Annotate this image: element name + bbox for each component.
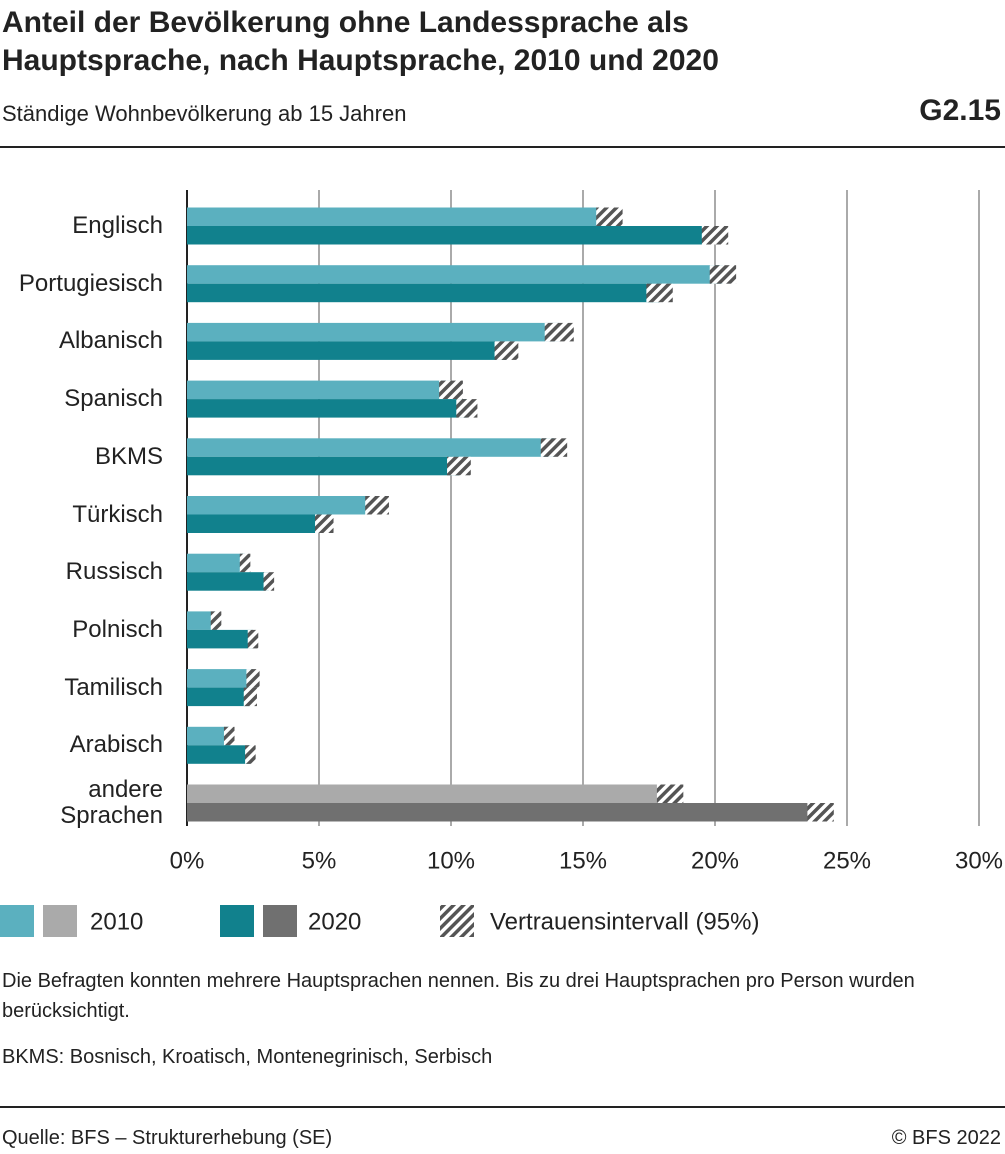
bar [187, 687, 251, 707]
error-band [439, 380, 463, 400]
category-label: Englisch [72, 212, 163, 239]
source: Quelle: BFS – Strukturerhebung (SE) [2, 1127, 333, 1149]
bar [187, 496, 378, 515]
error-band [365, 496, 389, 515]
bar [187, 803, 821, 822]
error-band [447, 456, 471, 476]
x-tick-label: 10% [427, 847, 475, 874]
category-label: Arabisch [69, 731, 163, 759]
bar [187, 341, 507, 360]
x-tick-label: 15% [559, 847, 607, 874]
legend-swatch [43, 905, 77, 937]
error-band [247, 629, 259, 649]
error-band [239, 553, 251, 573]
copyright: © BFS 2022 [891, 1127, 1001, 1149]
subtitle: Ständige Wohnbevölkerung ab 15 Jahren [2, 101, 407, 126]
error-band [709, 265, 737, 284]
bar [187, 669, 253, 688]
bar [187, 265, 723, 284]
category-label: Russisch [65, 558, 163, 586]
legend-swatch [0, 905, 34, 937]
bar [187, 572, 269, 591]
bar [187, 399, 467, 418]
x-tick-label: 0% [170, 847, 205, 874]
error-band [210, 611, 222, 630]
error-band [223, 726, 235, 746]
legend-swatch [220, 905, 254, 937]
legend-label: 2010 [90, 908, 143, 935]
title: Anteil der Bevölkerung ohne Landessprach… [2, 6, 719, 77]
chart-id: G2.15 [919, 94, 1001, 127]
category-label: BKMS [94, 442, 163, 470]
error-band [263, 572, 275, 591]
error-band [544, 322, 574, 342]
category-label: Portugiesisch [18, 269, 163, 297]
category-label: Türkisch [72, 500, 163, 528]
bar [187, 226, 715, 245]
bar [187, 380, 451, 400]
error-band [246, 669, 260, 688]
category-label: Albanisch [58, 327, 163, 355]
legend-label: Vertrauensintervall (95%) [490, 908, 759, 935]
error-band [656, 784, 684, 803]
error-band [596, 207, 623, 226]
bar [187, 207, 610, 226]
category-label: Polnisch [72, 615, 163, 643]
error-band [494, 341, 519, 360]
category-label: Spanisch [64, 385, 163, 413]
x-tick-label: 25% [823, 847, 871, 874]
bar [187, 438, 554, 457]
note: Die Befragten konnten mehrere Hauptsprac… [2, 970, 915, 1022]
x-tick-label: 5% [302, 847, 337, 874]
bar [187, 553, 246, 573]
x-tick-label: 20% [691, 847, 739, 874]
category-label: Tamilisch [64, 673, 163, 701]
note: BKMS: Bosnisch, Kroatisch, Montenegrinis… [2, 1046, 493, 1068]
bar [187, 611, 217, 630]
bar [187, 283, 660, 303]
bar [187, 745, 251, 764]
error-band [646, 283, 673, 303]
bar [187, 784, 671, 803]
error-band [807, 803, 834, 822]
error-band [315, 514, 334, 533]
bar [187, 322, 560, 342]
error-band [540, 438, 568, 457]
legend-swatch [263, 905, 297, 937]
bar [187, 629, 253, 649]
bar [187, 726, 230, 746]
error-band [243, 687, 257, 707]
x-tick-label: 30% [955, 847, 1003, 874]
error-band [245, 745, 256, 764]
bar [187, 514, 325, 533]
error-band [701, 226, 729, 245]
bar [187, 456, 459, 476]
category-label: andere Sprachen [60, 776, 163, 829]
legend-swatch [440, 905, 474, 937]
legend-label: 2020 [308, 908, 361, 935]
error-band [456, 399, 478, 418]
